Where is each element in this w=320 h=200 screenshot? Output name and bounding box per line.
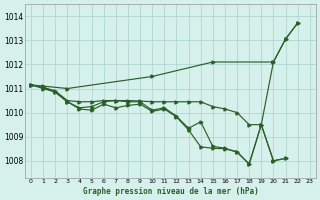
X-axis label: Graphe pression niveau de la mer (hPa): Graphe pression niveau de la mer (hPa) <box>83 187 258 196</box>
